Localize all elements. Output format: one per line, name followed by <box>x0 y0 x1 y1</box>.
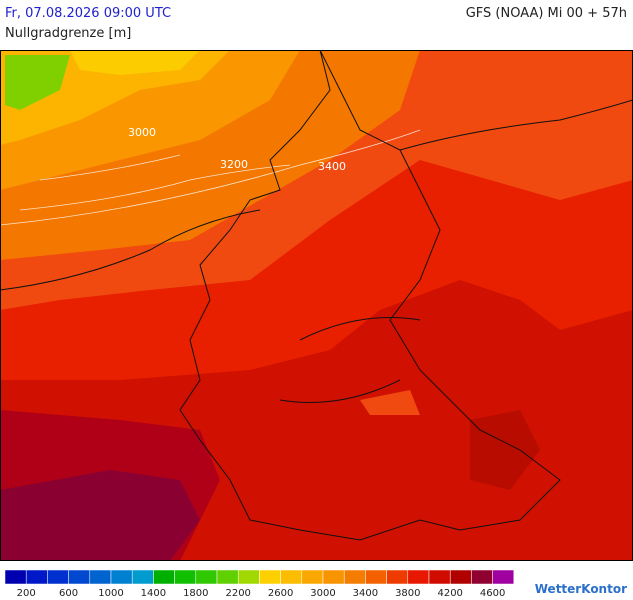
colorbar-swatch <box>131 569 154 585</box>
colorbar-swatch <box>89 569 112 585</box>
colorbar-label: 1000 <box>98 588 123 599</box>
colorbar-label: 200 <box>17 588 36 599</box>
contour-label: 3200 <box>220 158 248 171</box>
colorbar: 200 600 1000 1400 1800 2200 2600 3000 3400 3800 42… <box>4 569 515 599</box>
colorbar-swatch <box>237 569 260 585</box>
colorbar-label: 2200 <box>225 588 250 599</box>
colorbar-swatch <box>68 569 91 585</box>
logo: WetterKontor <box>534 582 627 596</box>
date-label: Fr, 07.08.2026 09:00 UTC <box>5 6 172 21</box>
colorbar-swatch <box>428 569 451 585</box>
colorbar-swatch <box>4 569 27 585</box>
colorbar-label: 2600 <box>268 588 293 599</box>
colorbar-swatch <box>322 569 345 585</box>
colorbar-swatch <box>471 569 493 585</box>
colorbar-label: 3000 <box>310 588 335 599</box>
colorbar-swatch <box>407 569 430 585</box>
colorbar-swatch <box>110 569 133 585</box>
colorbar-swatch <box>365 569 387 585</box>
contour-label: 3400 <box>318 160 346 173</box>
colorbar-swatch <box>47 569 69 585</box>
region <box>470 410 540 490</box>
region <box>0 50 200 75</box>
colorbar-swatch <box>174 569 197 585</box>
region <box>360 390 420 415</box>
region <box>5 55 70 110</box>
colorbar-label: 600 <box>59 588 78 599</box>
colorbar-swatch <box>216 569 239 585</box>
colorbar-swatch <box>301 569 324 585</box>
contour-line <box>0 129 421 226</box>
model-label: GFS (NOAA) Mi 00 + 57h <box>465 6 627 21</box>
region <box>0 470 200 561</box>
colorbar-label: 4200 <box>437 588 462 599</box>
colorbar-label: 3800 <box>395 588 420 599</box>
colorbar-label: 1800 <box>183 588 208 599</box>
colorbar-swatch <box>195 569 218 585</box>
contour-label: 3000 <box>128 126 156 139</box>
colorbar-swatch <box>280 569 303 585</box>
border-line <box>0 99 633 403</box>
colorbar-swatch <box>449 569 472 585</box>
colorbar-swatch <box>153 569 175 585</box>
colorbar-label: 1400 <box>141 588 166 599</box>
map: 3000 3200 3400 <box>0 50 633 561</box>
colorbar-swatch <box>492 569 515 585</box>
colorbar-swatch <box>25 569 48 585</box>
colorbar-swatch <box>259 569 281 585</box>
colorbar-swatch <box>386 569 409 585</box>
colorbar-label: 3400 <box>353 588 378 599</box>
border-line <box>179 50 561 541</box>
colorbar-label: 4600 <box>480 588 505 599</box>
colorbar-swatch <box>343 569 366 585</box>
parameter-label: Nullgradgrenze [m] <box>5 26 132 41</box>
